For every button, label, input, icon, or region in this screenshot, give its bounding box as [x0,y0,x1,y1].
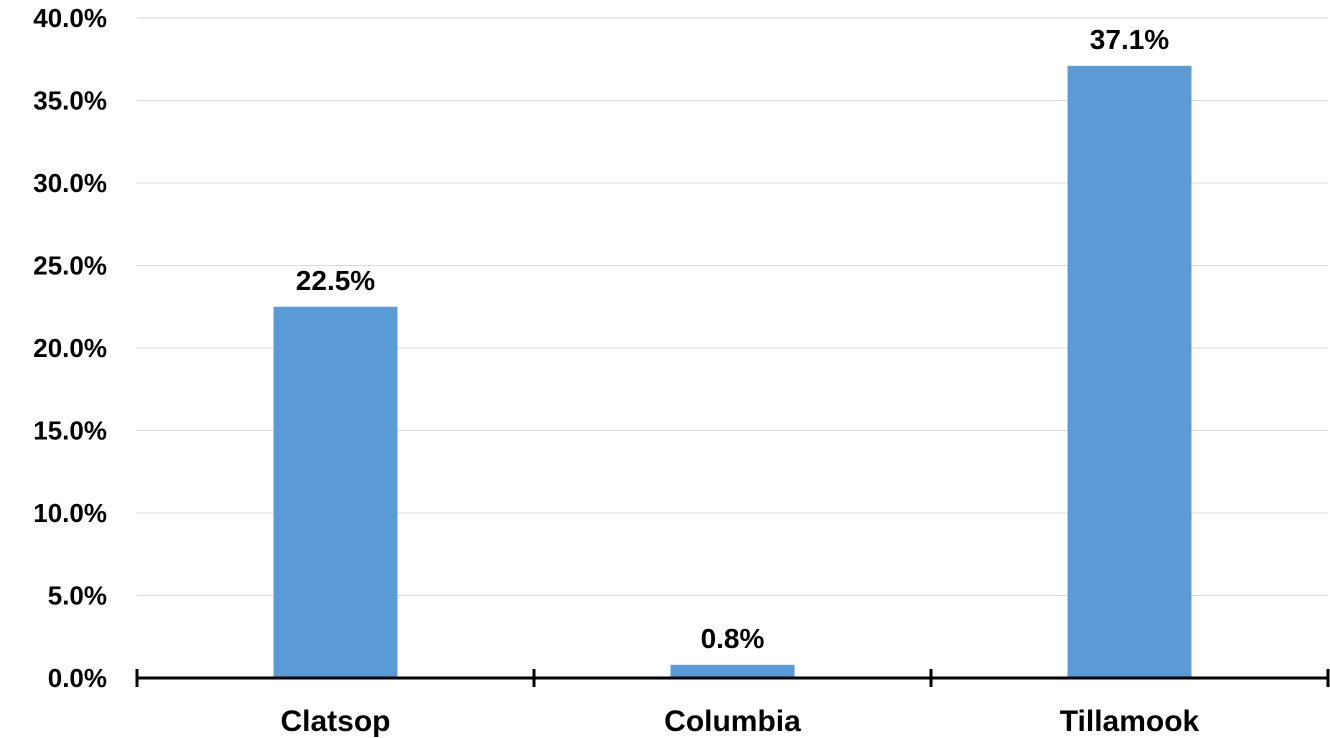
y-tick-label: 25.0% [33,251,107,281]
bar-columbia [670,664,795,678]
x-tick-label-clatsop: Clatsop [280,705,390,738]
bars [273,65,1192,679]
bar-tillamook [1067,65,1192,679]
data-label-tillamook: 37.1% [1090,24,1169,55]
y-tick-label: 30.0% [33,168,107,198]
y-tick-label: 15.0% [33,416,107,446]
y-tick-label: 10.0% [33,498,107,528]
x-tick-label-tillamook: Tillamook [1060,705,1200,738]
data-label-columbia: 0.8% [701,623,765,654]
x-axis-tick-labels: Clatsop Columbia Tillamook [280,705,1199,738]
y-tick-label: 40.0% [33,3,107,33]
y-tick-label: 5.0% [48,581,107,611]
data-labels: 22.5% 0.8% 37.1% [296,24,1169,654]
data-label-clatsop: 22.5% [296,265,375,296]
x-axis [135,669,1330,687]
x-tick-label-columbia: Columbia [664,705,801,738]
y-axis-tick-labels: 0.0% 5.0% 10.0% 15.0% 20.0% 25.0% 30.0% 35.0% 40… [33,3,107,693]
y-tick-label: 35.0% [33,86,107,116]
y-tick-label: 20.0% [33,333,107,363]
y-tick-label: 0.0% [48,663,107,693]
bar-clatsop [273,306,398,678]
